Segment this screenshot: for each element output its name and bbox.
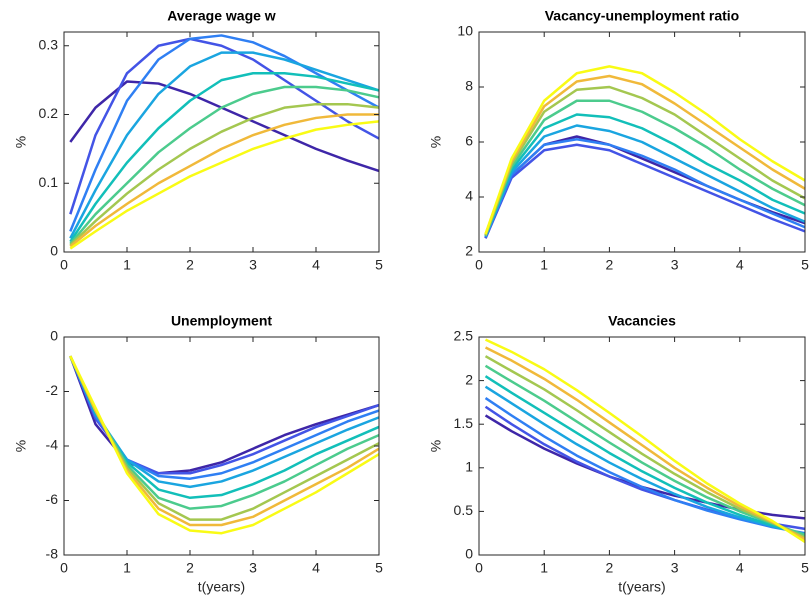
x-tick-label: 4 bbox=[312, 257, 320, 273]
x-tick-label: 5 bbox=[801, 560, 809, 576]
x-tick-label: 0 bbox=[475, 560, 483, 576]
y-tick-label: -6 bbox=[46, 491, 59, 507]
x-tick-label: 5 bbox=[375, 560, 383, 576]
chart-title: Vacancy-unemployment ratio bbox=[545, 8, 740, 24]
x-tick-label: 0 bbox=[475, 257, 483, 273]
data-line bbox=[69, 120, 380, 250]
x-tick-label: 1 bbox=[540, 257, 548, 273]
data-line bbox=[484, 385, 806, 536]
y-axis-label: % bbox=[13, 440, 29, 452]
data-line bbox=[69, 113, 379, 248]
y-axis-label: % bbox=[428, 136, 444, 148]
y-tick-label: 0 bbox=[50, 243, 58, 259]
data-line bbox=[484, 113, 806, 236]
chart-title: Average wage w bbox=[167, 8, 276, 24]
data-line bbox=[69, 102, 380, 247]
x-tick-label: 3 bbox=[671, 257, 679, 273]
data-line bbox=[484, 143, 806, 239]
axes-box bbox=[63, 31, 380, 253]
x-axis-label: t(years) bbox=[198, 579, 245, 595]
y-tick-label: -8 bbox=[46, 546, 59, 562]
data-line bbox=[484, 346, 806, 541]
y-axis-label: % bbox=[428, 440, 444, 452]
data-line bbox=[484, 138, 806, 238]
y-tick-label: 6 bbox=[465, 133, 473, 149]
y-tick-label: -2 bbox=[46, 382, 59, 398]
y-tick-label: 2.5 bbox=[454, 328, 474, 344]
data-line bbox=[69, 355, 380, 535]
data-line bbox=[484, 364, 806, 537]
y-tick-label: 2 bbox=[465, 243, 473, 259]
y-tick-label: 0.1 bbox=[39, 174, 59, 190]
axes-background bbox=[64, 32, 379, 252]
x-tick-label: 3 bbox=[671, 560, 679, 576]
x-tick-label: 3 bbox=[249, 257, 257, 273]
y-tick-label: 0.2 bbox=[39, 105, 59, 121]
chart-title: Vacancies bbox=[608, 313, 676, 329]
x-tick-label: 4 bbox=[736, 560, 744, 576]
y-tick-label: 4 bbox=[465, 188, 473, 204]
y-tick-label: 8 bbox=[465, 78, 473, 94]
chart-title: Unemployment bbox=[171, 313, 272, 329]
data-line bbox=[484, 397, 806, 535]
data-line bbox=[69, 37, 380, 215]
x-tick-label: 2 bbox=[606, 560, 614, 576]
y-tick-label: 10 bbox=[457, 23, 473, 39]
axes-background bbox=[64, 337, 379, 555]
y-tick-label: -4 bbox=[46, 437, 59, 453]
data-line bbox=[484, 85, 806, 236]
y-tick-label: 0 bbox=[50, 328, 58, 344]
data-line bbox=[484, 355, 806, 539]
data-line bbox=[484, 74, 806, 235]
data-line bbox=[69, 72, 380, 243]
x-tick-label: 1 bbox=[123, 257, 131, 273]
x-tick-label: 1 bbox=[540, 560, 548, 576]
x-tick-label: 2 bbox=[186, 257, 194, 273]
x-tick-label: 0 bbox=[60, 560, 68, 576]
x-tick-label: 1 bbox=[123, 560, 131, 576]
y-tick-label: 0.3 bbox=[39, 36, 59, 52]
x-tick-label: 4 bbox=[736, 257, 744, 273]
y-axis-label: % bbox=[13, 136, 29, 148]
data-line bbox=[484, 338, 806, 543]
x-tick-label: 2 bbox=[186, 560, 194, 576]
x-tick-label: 5 bbox=[801, 257, 809, 273]
x-tick-label: 2 bbox=[606, 257, 614, 273]
data-line bbox=[484, 124, 806, 238]
y-tick-label: 1.5 bbox=[454, 415, 474, 431]
x-axis-label: t(years) bbox=[618, 579, 665, 595]
y-tick-label: 0.5 bbox=[454, 502, 474, 518]
y-tick-label: 1 bbox=[465, 459, 473, 475]
data-line bbox=[69, 51, 380, 239]
data-line bbox=[69, 85, 380, 245]
x-tick-label: 3 bbox=[249, 560, 257, 576]
x-tick-label: 4 bbox=[312, 560, 320, 576]
y-tick-label: 0 bbox=[465, 546, 473, 562]
y-tick-label: 2 bbox=[465, 371, 473, 387]
x-tick-label: 0 bbox=[60, 257, 68, 273]
data-line bbox=[484, 65, 806, 235]
axes-box bbox=[478, 336, 806, 556]
data-line bbox=[484, 375, 806, 537]
x-tick-label: 5 bbox=[375, 257, 383, 273]
data-line bbox=[484, 99, 806, 236]
